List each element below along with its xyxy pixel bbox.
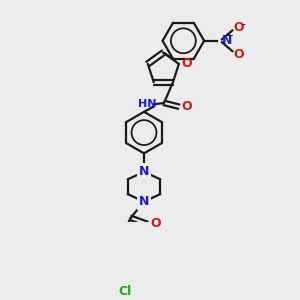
Text: N: N [139,195,149,208]
Text: +: + [225,31,232,40]
Text: O: O [182,57,193,70]
Text: Cl: Cl [118,285,131,298]
Text: N: N [222,34,232,47]
Text: HN: HN [139,99,157,110]
Text: O: O [234,21,244,34]
Text: -: - [242,20,245,29]
Text: O: O [150,217,160,230]
Text: O: O [182,100,193,113]
Text: N: N [139,165,149,178]
Text: O: O [234,48,244,61]
